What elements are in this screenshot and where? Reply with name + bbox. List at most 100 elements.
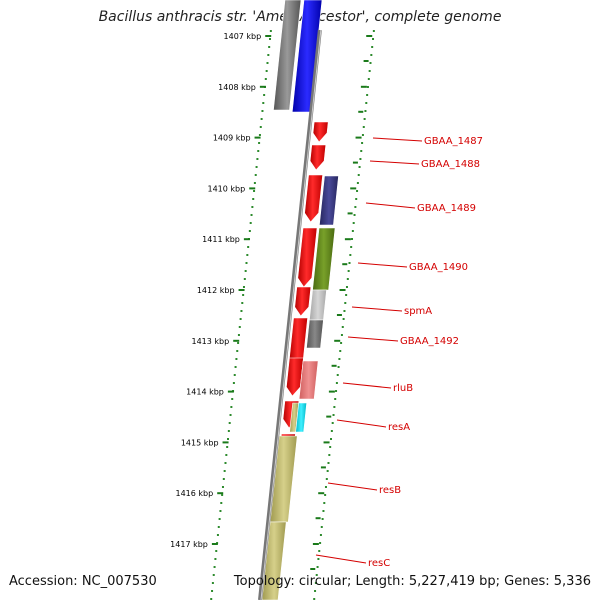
gene-label: resC: [368, 558, 390, 569]
gene-label: resB: [379, 485, 401, 496]
ruler-dot: [340, 334, 343, 336]
ruler-dot: [324, 494, 327, 496]
ruler-dot: [324, 486, 327, 488]
ruler-dot: [372, 38, 375, 40]
ruler-tick-right: [312, 543, 319, 545]
ruler-dot: [267, 54, 270, 56]
ruler-dot: [241, 302, 244, 304]
ruler-tick-left: [222, 441, 229, 444]
backbone-line: [258, 29, 322, 600]
kbp-label: 1408 kbp: [218, 83, 256, 92]
ruler-minor-tick: [320, 466, 326, 469]
ruler-dot: [319, 542, 322, 544]
ruler-minor-tick: [358, 110, 364, 113]
ruler-dot: [345, 286, 348, 288]
kbp-label: 1414 kbp: [186, 388, 224, 397]
ruler-dot: [227, 438, 230, 440]
ruler-dot: [350, 246, 353, 248]
ruler-dot: [213, 566, 216, 568]
feature-navy: [319, 175, 339, 226]
cds-arrow: [294, 286, 312, 317]
feature-cyan: [295, 402, 308, 433]
backbone: [258, 29, 322, 600]
ruler-tick-left: [233, 339, 240, 342]
ruler-minor-tick: [310, 568, 316, 570]
ruler-dot: [335, 382, 338, 384]
ruler-dot: [227, 430, 230, 432]
ruler-dot: [216, 534, 219, 536]
ruler-dot: [339, 350, 342, 352]
ruler-dot: [211, 590, 214, 592]
ruler-dot: [236, 350, 239, 352]
kbp-label: 1411 kbp: [202, 235, 240, 244]
ruler-dot: [243, 278, 246, 280]
ruler-tick-left: [249, 187, 256, 190]
gene-label: GBAA_1492: [400, 336, 459, 347]
ruler-dot: [229, 414, 232, 416]
ruler-minor-tick: [331, 364, 337, 367]
ruler-dot: [336, 374, 339, 376]
ruler-tick-left: [265, 35, 272, 37]
label-leader: [347, 336, 399, 342]
ruler-dot: [351, 238, 354, 240]
ruler-dot: [318, 550, 321, 552]
ruler-dot: [356, 190, 359, 192]
ruler-dot: [212, 574, 215, 576]
ruler-dot: [352, 222, 355, 224]
gene-label: rluB: [393, 383, 413, 394]
ruler-dot: [368, 70, 371, 72]
ruler-dot: [371, 46, 374, 48]
ruler-tick-right: [328, 390, 335, 393]
ruler-dot: [365, 102, 368, 104]
ruler-tick-right: [360, 85, 367, 88]
ruler-tick-right: [355, 136, 362, 139]
kbp-label: 1416 kbp: [176, 489, 214, 498]
ruler-dot: [344, 302, 347, 304]
gene-label: GBAA_1489: [417, 203, 476, 214]
ruler-dot: [256, 158, 259, 160]
ruler-dot: [232, 382, 235, 384]
ruler-tick-left: [217, 492, 224, 495]
ruler-dot: [330, 438, 333, 440]
label-leader: [365, 202, 416, 209]
label-leader: [357, 262, 408, 268]
cds-arrow: [297, 227, 318, 288]
ruler-dot: [342, 318, 345, 320]
accession-text: Accession: NC_007530: [9, 574, 157, 589]
kbp-label: 1415 kbp: [181, 438, 219, 447]
ruler-minor-tick: [363, 60, 369, 62]
ruler-dot: [338, 358, 341, 360]
ruler-dot: [349, 254, 352, 256]
ruler-dot: [362, 126, 365, 128]
ruler-dot: [240, 310, 243, 312]
ruler-dot: [220, 502, 223, 504]
ruler-dot: [360, 150, 363, 152]
ruler-dot: [348, 262, 351, 264]
ruler-dot: [333, 406, 336, 408]
ruler-tick-left: [259, 85, 266, 88]
ruler-minor-tick: [352, 161, 358, 164]
ruler-minor-tick: [326, 415, 332, 418]
gene-label: GBAA_1490: [409, 262, 468, 273]
ruler-dot: [332, 414, 335, 416]
ruler-dot: [355, 198, 358, 200]
ruler-dot: [262, 102, 265, 104]
ruler-minor-tick: [315, 517, 321, 520]
label-leader: [372, 137, 423, 142]
ruler-dot: [245, 262, 248, 264]
ruler-dot: [254, 174, 257, 176]
ruler-tick-right: [344, 238, 351, 241]
ruler-dot: [257, 150, 260, 152]
ruler-dot: [337, 366, 340, 368]
ruler-dot: [239, 318, 242, 320]
ruler-dot: [266, 62, 269, 64]
ruler-dot: [265, 70, 268, 72]
ruler-dot: [219, 510, 222, 512]
ruler-dot: [366, 94, 369, 96]
ruler-dot: [237, 334, 240, 336]
ruler-dot: [253, 182, 256, 184]
ruler-dot: [221, 486, 224, 488]
ruler-tick-left: [227, 390, 234, 393]
ruler-minor-tick: [342, 263, 348, 266]
kbp-label: 1409 kbp: [213, 134, 251, 143]
